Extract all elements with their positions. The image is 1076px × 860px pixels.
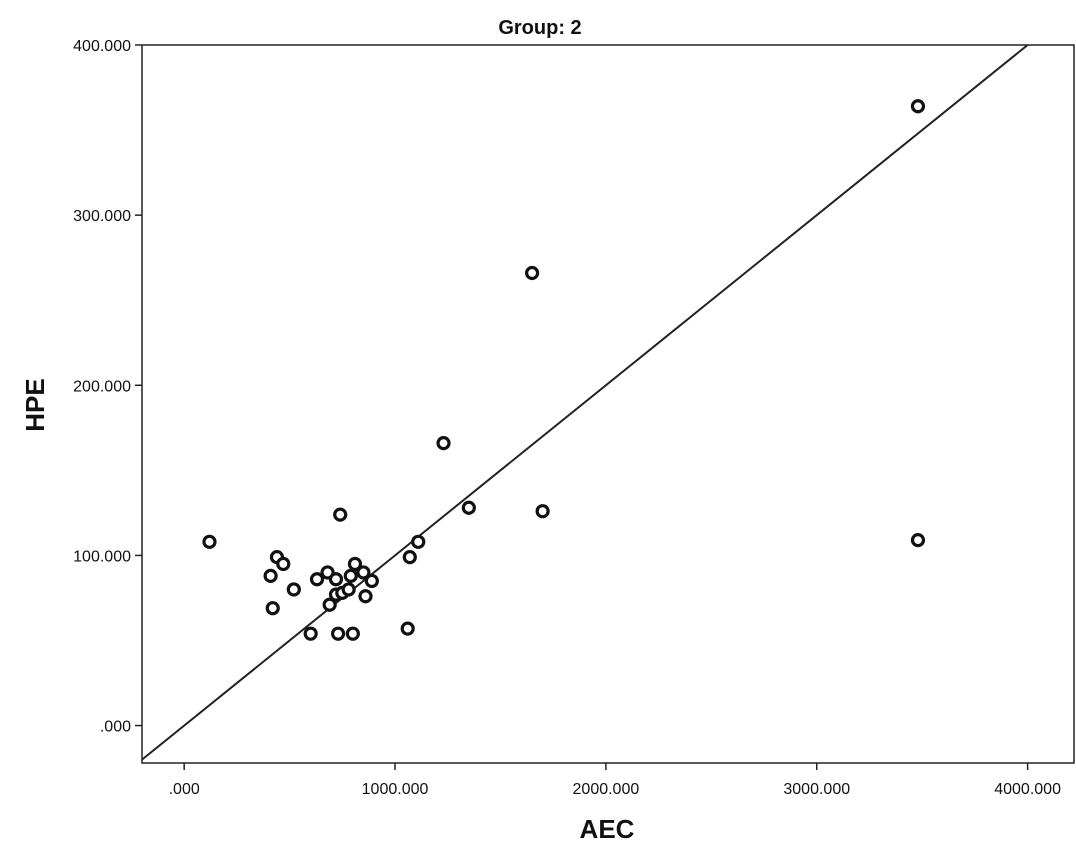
data-point — [303, 626, 318, 641]
data-point — [309, 572, 325, 587]
x-tick-label: 3000.000 — [783, 781, 850, 798]
reference-line — [141, 44, 1029, 761]
data-point — [328, 572, 344, 587]
data-point — [524, 265, 540, 281]
x-axis: .000 1000.000 2000.000 3000.000 4000.000 — [169, 763, 1061, 798]
y-tick-label: 400.000 — [73, 38, 131, 55]
data-point — [358, 589, 373, 604]
x-axis-label: AEC — [580, 814, 635, 844]
data-point — [910, 99, 926, 114]
data-point — [436, 436, 451, 451]
data-point — [411, 534, 426, 549]
x-tick-label: .000 — [169, 781, 200, 798]
data-point — [364, 573, 379, 589]
chart-title: Group: 2 — [498, 17, 581, 39]
data-points — [202, 99, 926, 641]
data-point — [400, 621, 415, 636]
data-point — [202, 534, 217, 549]
data-point — [265, 601, 280, 616]
x-tick-label: 2000.000 — [573, 781, 640, 798]
data-point — [356, 565, 371, 580]
y-tick-label: 100.000 — [73, 548, 131, 565]
data-point — [343, 568, 358, 583]
data-point — [330, 626, 346, 641]
data-point — [276, 556, 291, 572]
x-tick-label: 4000.000 — [994, 781, 1061, 798]
x-tick-label: 1000.000 — [362, 781, 429, 798]
y-axis-label: HPE — [20, 378, 50, 431]
data-point — [286, 582, 301, 597]
data-point — [347, 556, 363, 572]
data-point — [910, 533, 926, 548]
data-point — [333, 507, 348, 522]
plot-frame — [141, 44, 1075, 764]
data-point — [345, 626, 360, 641]
data-point — [263, 568, 278, 583]
data-point — [461, 500, 476, 515]
y-axis: .000 100.000 200.000 300.000 400.000 — [73, 38, 142, 736]
y-tick-label: 300.000 — [73, 208, 131, 225]
y-tick-label: .000 — [100, 719, 131, 736]
reference-line-group — [141, 44, 1029, 761]
data-point — [535, 504, 550, 519]
data-point — [341, 582, 356, 597]
data-point — [402, 550, 417, 565]
data-point — [322, 597, 337, 612]
y-tick-label: 200.000 — [73, 378, 131, 395]
